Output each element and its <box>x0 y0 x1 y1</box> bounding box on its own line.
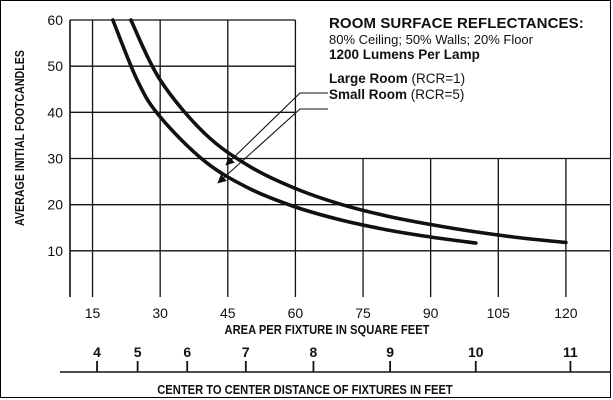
reflectance-heading: ROOM SURFACE REFLECTANCES: <box>329 15 584 32</box>
leader-line-small-room <box>217 108 328 184</box>
x-axis-label: AREA PER FIXTURE IN SQUARE FEET <box>225 322 430 337</box>
leader-line-large-room <box>225 92 328 166</box>
legend-entry-small-room: Small Room (RCR=5) <box>329 87 584 102</box>
y-tick-label: 60 <box>47 12 63 28</box>
tick-labels: 10 20 30 40 50 60 15 30 45 60 75 90 105 120 <box>47 12 577 321</box>
x-tick-label: 90 <box>423 305 439 321</box>
secondary-axis-label: CENTER TO CENTER DISTANCE OF FIXTURES IN… <box>157 382 453 397</box>
legend-entry-large-room: Large Room (RCR=1) <box>329 71 584 86</box>
large-room-name: Large Room <box>329 71 408 87</box>
secondary-axis: 4 5 6 7 8 9 10 11 <box>60 344 611 373</box>
series-line-small-room <box>111 18 478 245</box>
secondary-tick-label: 4 <box>93 344 101 360</box>
leader-lines <box>217 92 328 184</box>
y-axis-label: AVERAGE INITIAL FOOTCANDLES <box>12 50 27 226</box>
x-tick-label: 15 <box>85 305 101 321</box>
small-room-name: Small Room <box>329 86 408 102</box>
y-tick-label: 20 <box>47 197 63 213</box>
x-tick-label: 60 <box>288 305 304 321</box>
secondary-tick-label: 10 <box>468 344 484 360</box>
grid-lines <box>69 19 611 297</box>
x-tick-label: 30 <box>152 305 168 321</box>
lumens-note: 1200 Lumens Per Lamp <box>329 47 480 63</box>
large-room-rcr: (RCR=1) <box>411 71 466 87</box>
reflectance-values: 80% Ceiling; 50% Walls; 20% Floor <box>329 31 533 47</box>
x-tick-label: 120 <box>554 305 578 321</box>
y-tick-label: 50 <box>47 58 63 74</box>
x-tick-label: 75 <box>355 305 371 321</box>
series-lines <box>111 18 568 245</box>
legend-annotation: ROOM SURFACE REFLECTANCES: 80% Ceiling; … <box>329 15 584 102</box>
y-tick-label: 30 <box>47 151 63 167</box>
small-room-rcr: (RCR=5) <box>410 86 465 102</box>
secondary-tick-label: 5 <box>134 344 142 360</box>
x-tick-label: 45 <box>220 305 236 321</box>
secondary-tick-label: 7 <box>242 344 250 360</box>
series-line-large-room <box>129 18 568 245</box>
secondary-tick-label: 11 <box>563 344 578 360</box>
y-tick-label: 40 <box>47 104 63 120</box>
y-tick-label: 10 <box>47 243 63 259</box>
secondary-tick-label: 8 <box>310 344 318 360</box>
secondary-tick-label: 9 <box>386 344 394 360</box>
x-tick-label: 105 <box>487 305 511 321</box>
secondary-tick-label: 6 <box>183 344 191 360</box>
